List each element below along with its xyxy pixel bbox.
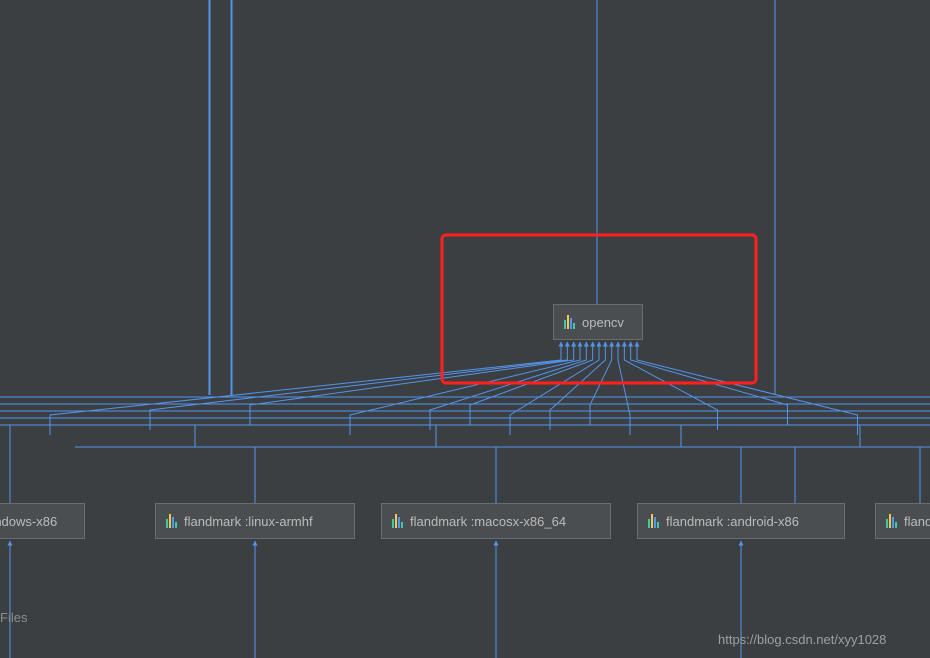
node-child-1-label: flandmark :linux-armhf <box>184 514 313 529</box>
node-opencv-label: opencv <box>582 315 624 330</box>
module-icon <box>648 514 660 528</box>
module-icon <box>564 315 576 329</box>
node-child-0-label: rk :windows-x86 <box>0 514 57 529</box>
node-child-0[interactable]: rk :windows-x86 <box>0 503 85 539</box>
node-child-3-label: flandmark :android-x86 <box>666 514 799 529</box>
module-icon <box>886 514 898 528</box>
node-child-3[interactable]: flandmark :android-x86 <box>637 503 845 539</box>
node-child-2-label: flandmark :macosx-x86_64 <box>410 514 566 529</box>
node-child-1[interactable]: flandmark :linux-armhf <box>155 503 355 539</box>
module-icon <box>392 514 404 528</box>
node-child-4[interactable]: fland <box>875 503 930 539</box>
dependency-connectors <box>0 0 930 658</box>
node-child-4-label: fland <box>904 514 930 529</box>
watermark: https://blog.csdn.net/xyy1028 <box>718 632 886 647</box>
node-opencv[interactable]: opencv <box>553 304 643 340</box>
panel-label-partial: Files <box>0 610 27 625</box>
node-child-2[interactable]: flandmark :macosx-x86_64 <box>381 503 611 539</box>
module-icon <box>166 514 178 528</box>
